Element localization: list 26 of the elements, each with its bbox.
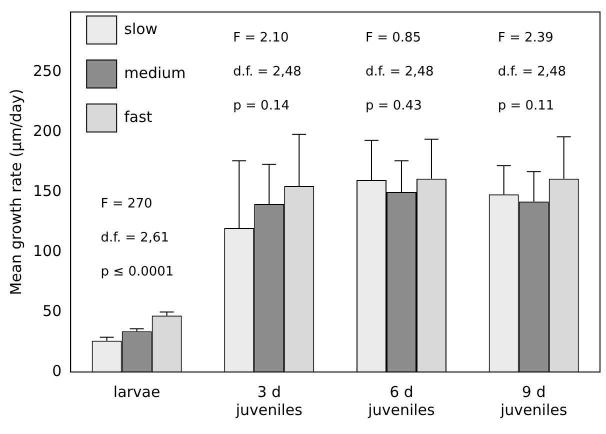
legend-label: fast bbox=[124, 108, 152, 126]
x-tick-label: larvae bbox=[113, 382, 160, 401]
annotation: F = 0.85 bbox=[365, 30, 422, 46]
annotation: p = 0.14 bbox=[233, 98, 290, 114]
y-tick-label: 100 bbox=[32, 242, 62, 260]
y-tick-label: 150 bbox=[32, 182, 62, 200]
y-axis-title: Mean growth rate (µm/day) bbox=[6, 88, 25, 296]
annotation: p = 0.43 bbox=[365, 98, 422, 114]
legend-label: slow bbox=[124, 20, 158, 38]
annotation: F = 270 bbox=[100, 196, 152, 212]
y-tick-label: 50 bbox=[42, 302, 62, 320]
annotation: p = 0.11 bbox=[498, 98, 554, 114]
annotation: d.f. = 2,61 bbox=[100, 230, 170, 246]
y-tick-label: 250 bbox=[32, 62, 62, 80]
annotation: d.f. = 2,48 bbox=[233, 64, 302, 80]
y-tick-label: 0 bbox=[52, 362, 62, 380]
annotation: d.f. = 2,48 bbox=[365, 64, 434, 80]
y-tick-label: 200 bbox=[32, 122, 62, 140]
x-tick-label: 9 d juveniles bbox=[499, 382, 568, 419]
x-tick-label: 3 d juveniles bbox=[234, 382, 303, 419]
annotation: p ≤ 0.0001 bbox=[100, 264, 174, 280]
annotation: F = 2.39 bbox=[498, 30, 554, 46]
legend-label: medium bbox=[124, 64, 186, 82]
x-tick-label: 6 d juveniles bbox=[367, 382, 435, 419]
annotation: F = 2.10 bbox=[233, 30, 289, 46]
annotation: d.f. = 2,48 bbox=[498, 64, 566, 80]
